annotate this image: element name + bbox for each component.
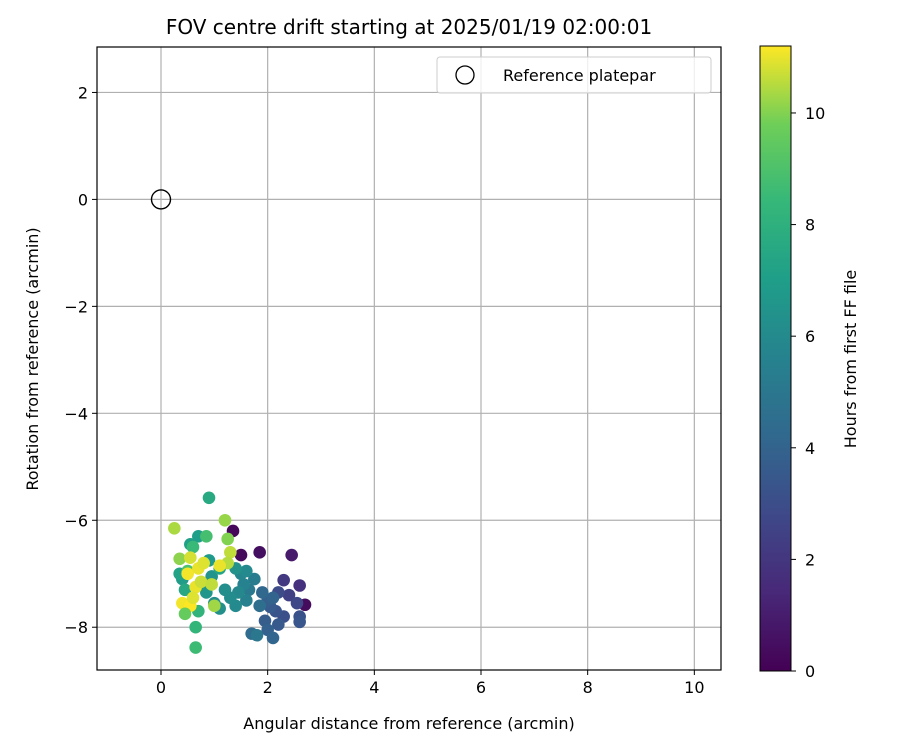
- data-point: [282, 588, 296, 602]
- data-point: [266, 591, 280, 605]
- y-tick-label: −4: [64, 404, 88, 423]
- data-point: [186, 591, 200, 605]
- data-points: [168, 491, 312, 654]
- data-point: [293, 579, 306, 592]
- data-point: [234, 548, 248, 562]
- data-point: [256, 586, 269, 599]
- y-tick-label: 0: [78, 190, 88, 209]
- data-point: [277, 573, 290, 587]
- data-point: [224, 546, 237, 559]
- x-axis-label: Angular distance from reference (arcmin): [243, 714, 574, 733]
- data-point: [197, 556, 210, 570]
- data-point: [181, 567, 194, 581]
- data-point: [248, 572, 261, 586]
- reference-point-marker: [150, 189, 172, 210]
- x-tick-label: 6: [476, 678, 486, 697]
- x-tick-label: 0: [156, 678, 166, 697]
- data-point: [178, 583, 192, 597]
- data-point: [266, 631, 280, 645]
- colorbar-tick-label: 0: [805, 662, 815, 681]
- data-point: [240, 564, 253, 578]
- x-tick-label: 10: [684, 678, 704, 697]
- x-tick-label: 4: [369, 678, 379, 697]
- x-tick-label: 8: [583, 678, 593, 697]
- data-point: [208, 599, 221, 613]
- data-point: [221, 532, 234, 546]
- y-axis-ticks: 2 0 −2 −4 −6 −8: [64, 83, 97, 637]
- data-point: [200, 530, 213, 543]
- data-point: [218, 513, 232, 527]
- colorbar: [759, 45, 792, 672]
- data-point: [218, 583, 232, 597]
- plot-frame: [96, 46, 722, 671]
- colorbar-tick-label: 4: [805, 439, 815, 458]
- y-tick-label: 2: [78, 83, 88, 102]
- data-point: [272, 618, 285, 631]
- data-point: [186, 540, 200, 554]
- data-point: [184, 551, 197, 564]
- legend-box: [436, 56, 712, 94]
- data-point: [173, 552, 186, 566]
- x-tick-label: 2: [263, 678, 273, 697]
- colorbar-tick-label: 10: [805, 104, 825, 123]
- data-point: [194, 575, 208, 589]
- x-axis-ticks: 0 2 4 6 8 10: [156, 670, 705, 697]
- legend-open-circle-marker: [455, 65, 475, 85]
- data-point: [189, 620, 202, 634]
- data-point: [189, 641, 202, 654]
- chart-title: FOV centre drift starting at 2025/01/19 …: [166, 15, 652, 39]
- data-point: [285, 548, 298, 562]
- reference-point-layer: [150, 189, 172, 210]
- y-tick-label: −8: [64, 618, 88, 637]
- colorbar-ticks: 0 2 4 6 8 10: [791, 104, 825, 681]
- legend: Reference platepar: [436, 56, 712, 94]
- colorbar-label: Hours from first FF file: [841, 270, 860, 449]
- data-point: [250, 628, 264, 642]
- data-point: [202, 491, 216, 505]
- colorbar-tick-label: 6: [805, 327, 815, 346]
- colorbar-tick-label: 8: [805, 216, 815, 235]
- y-tick-label: −6: [64, 511, 88, 530]
- data-point: [240, 594, 253, 607]
- colorbar-tick-label: 2: [805, 550, 815, 569]
- data-point: [290, 596, 304, 610]
- data-point: [168, 521, 181, 535]
- data-point: [205, 578, 218, 591]
- y-axis-label: Rotation from reference (arcmin): [23, 227, 42, 490]
- data-point: [293, 615, 306, 629]
- y-tick-label: −2: [64, 297, 88, 316]
- grid-lines: [97, 47, 721, 670]
- data-point: [178, 607, 192, 621]
- data-point: [253, 599, 266, 613]
- data-point: [213, 559, 226, 573]
- data-point: [253, 546, 266, 559]
- legend-label: Reference platepar: [503, 66, 656, 85]
